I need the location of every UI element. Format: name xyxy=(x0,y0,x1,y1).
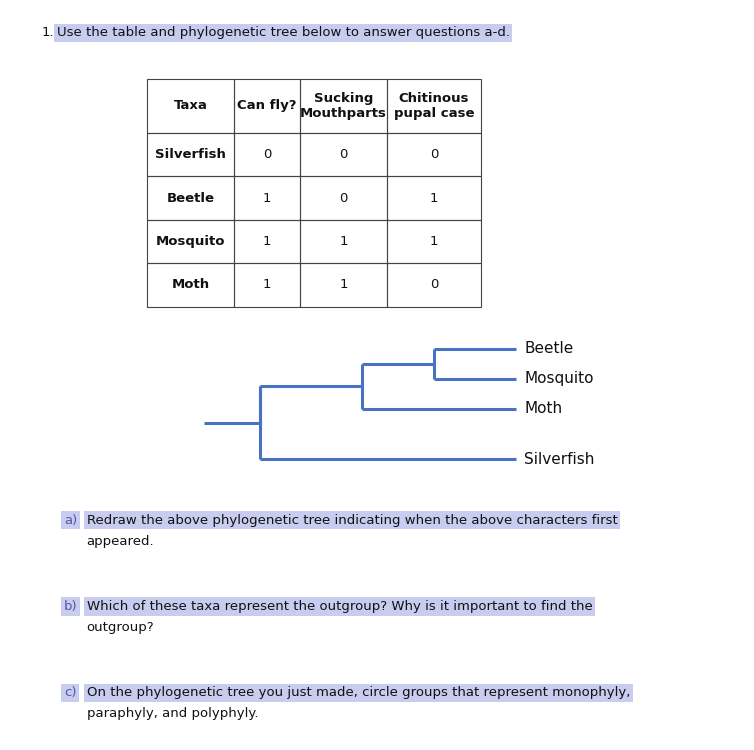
Text: 0: 0 xyxy=(339,148,348,161)
Text: b): b) xyxy=(64,600,78,613)
Text: 1: 1 xyxy=(262,191,271,205)
Text: paraphyly, and polyphyly.: paraphyly, and polyphyly. xyxy=(87,707,258,720)
Text: Silverfish: Silverfish xyxy=(524,452,594,466)
Text: 0: 0 xyxy=(430,148,438,161)
Text: Which of these taxa represent the outgroup? Why is it important to find the: Which of these taxa represent the outgro… xyxy=(87,600,593,613)
Bar xyxy=(300,79,387,133)
Text: Chitinous
pupal case: Chitinous pupal case xyxy=(394,92,474,120)
Bar xyxy=(147,79,234,133)
Text: 1: 1 xyxy=(339,278,348,292)
Bar xyxy=(234,79,300,133)
Bar xyxy=(147,263,234,307)
Bar xyxy=(387,79,481,133)
Text: Silverfish: Silverfish xyxy=(155,148,225,161)
Text: 1: 1 xyxy=(339,235,348,248)
Text: 0: 0 xyxy=(262,148,271,161)
Text: Moth: Moth xyxy=(524,401,562,416)
Text: Taxa: Taxa xyxy=(173,99,207,112)
Text: appeared.: appeared. xyxy=(87,535,155,548)
Bar xyxy=(234,263,300,307)
Bar xyxy=(234,133,300,176)
Text: 1: 1 xyxy=(430,235,438,248)
Bar xyxy=(387,133,481,176)
Text: Moth: Moth xyxy=(171,278,210,292)
Text: Mosquito: Mosquito xyxy=(155,235,225,248)
Text: On the phylogenetic tree you just made, circle groups that represent monophyly,: On the phylogenetic tree you just made, … xyxy=(87,686,630,699)
Text: Sucking
Mouthparts: Sucking Mouthparts xyxy=(300,92,387,120)
Bar xyxy=(147,133,234,176)
Text: Use the table and phylogenetic tree below to answer questions a-d.: Use the table and phylogenetic tree belo… xyxy=(57,26,510,39)
Text: Redraw the above phylogenetic tree indicating when the above characters first: Redraw the above phylogenetic tree indic… xyxy=(87,514,618,526)
Text: 0: 0 xyxy=(430,278,438,292)
Bar xyxy=(300,176,387,220)
Bar xyxy=(387,220,481,263)
Text: 0: 0 xyxy=(339,191,348,205)
Bar xyxy=(234,176,300,220)
Text: c): c) xyxy=(64,686,77,699)
Bar xyxy=(300,220,387,263)
Text: 1: 1 xyxy=(262,278,271,292)
Bar xyxy=(300,263,387,307)
Bar xyxy=(147,176,234,220)
Text: Beetle: Beetle xyxy=(524,341,573,356)
Bar xyxy=(300,133,387,176)
Text: Mosquito: Mosquito xyxy=(524,371,593,386)
Text: 1: 1 xyxy=(430,191,438,205)
Text: 1.: 1. xyxy=(41,26,54,39)
Text: outgroup?: outgroup? xyxy=(87,621,155,634)
Text: Can fly?: Can fly? xyxy=(238,99,296,112)
Text: a): a) xyxy=(64,514,78,526)
Text: 1: 1 xyxy=(262,235,271,248)
Bar xyxy=(147,220,234,263)
Text: Beetle: Beetle xyxy=(167,191,214,205)
Bar xyxy=(234,220,300,263)
Bar xyxy=(387,176,481,220)
Bar xyxy=(387,263,481,307)
